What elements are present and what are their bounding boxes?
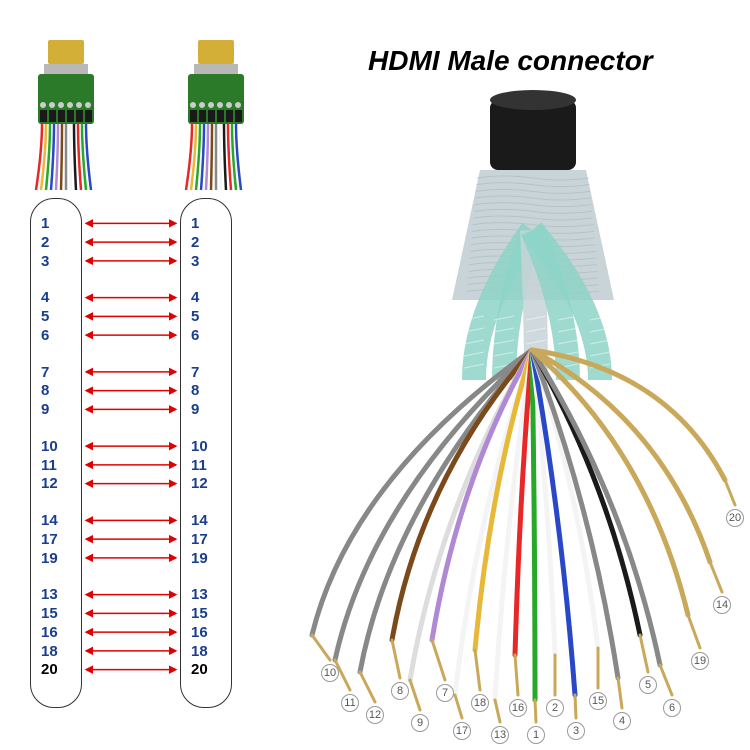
wire-number-label: 10 (321, 664, 339, 682)
wire-number-label: 14 (713, 596, 731, 614)
wire-number-label: 8 (391, 682, 409, 700)
wire-number-label: 3 (567, 722, 585, 740)
wire-number-label: 19 (691, 652, 709, 670)
wire-number-label: 16 (509, 699, 527, 717)
wire-number-label: 18 (471, 694, 489, 712)
wire-number-label: 13 (491, 726, 509, 744)
wire-number-label: 20 (726, 509, 744, 527)
wire-number-label: 1 (527, 726, 545, 744)
wire-number-label: 11 (341, 694, 359, 712)
wire-number-label: 9 (411, 714, 429, 732)
wire-number-label: 15 (589, 692, 607, 710)
wire-number-label: 4 (613, 712, 631, 730)
wire-number-label: 6 (663, 699, 681, 717)
wire-number-label: 12 (366, 706, 384, 724)
wire-number-label: 5 (639, 676, 657, 694)
wire-number-label: 7 (436, 684, 454, 702)
wire-number-label: 17 (453, 722, 471, 740)
wire-number-label: 2 (546, 699, 564, 717)
cable-cross-section (0, 0, 750, 750)
